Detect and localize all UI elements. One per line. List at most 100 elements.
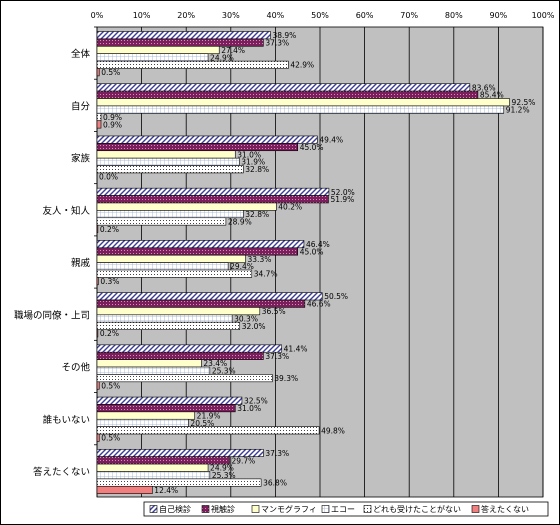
data-label: 92.5% (512, 98, 536, 107)
data-label: 33.3% (248, 255, 272, 264)
category-label: 職場の同僚・上司 (14, 309, 90, 321)
data-label: 41.4% (284, 344, 308, 353)
data-label: 36.8% (263, 478, 287, 487)
data-label: 27.4% (221, 46, 245, 55)
legend-label: 自己検診 (159, 504, 191, 514)
bar (96, 374, 273, 383)
bar (96, 262, 229, 271)
x-tick-label: 70% (400, 11, 418, 20)
data-label: 12.4% (154, 486, 178, 495)
data-label: 31.0% (237, 404, 261, 413)
bar (96, 478, 262, 487)
bar (96, 485, 153, 494)
data-label: 34.7% (254, 270, 278, 279)
legend-label: 視触診 (211, 504, 235, 514)
data-label: 91.2% (506, 106, 530, 115)
legend-swatch (149, 505, 158, 513)
data-label: 0.5% (101, 68, 120, 77)
bar (96, 98, 510, 107)
data-label: 40.2% (278, 203, 302, 212)
bar (96, 254, 246, 263)
data-label: 0.3% (100, 277, 119, 286)
x-tick-label: 100% (532, 11, 555, 20)
legend-swatch (321, 505, 330, 513)
bar (96, 90, 479, 99)
bar (96, 463, 209, 472)
bar (96, 240, 305, 249)
data-label: 49.4% (319, 136, 343, 145)
data-label: 31.9% (241, 158, 265, 167)
data-label: 31.0% (237, 150, 261, 159)
data-label: 0.2% (100, 329, 119, 338)
legend-label: 答えたくない (481, 504, 529, 514)
data-label: 36.5% (262, 307, 286, 316)
category-label: 親戚 (71, 257, 91, 269)
bar (96, 396, 243, 405)
data-label: 29.7% (231, 456, 255, 465)
data-label: 29.4% (230, 262, 254, 271)
bar (96, 277, 99, 286)
data-label: 38.9% (272, 31, 296, 40)
legend-swatch (201, 505, 210, 513)
bar (96, 68, 100, 77)
data-label: 42.9% (290, 61, 314, 70)
data-label: 0.2% (100, 225, 119, 234)
bar (96, 210, 244, 219)
data-label: 0.0% (99, 173, 118, 182)
category-label: 全体 (71, 48, 91, 60)
category-label: 答えたくない (33, 466, 90, 478)
data-label: 83.6% (472, 83, 496, 92)
data-label: 25.3% (212, 471, 236, 480)
data-label: 21.9% (197, 411, 221, 420)
x-tick-label: 0% (91, 11, 104, 20)
data-label: 0.5% (101, 381, 120, 390)
bar (96, 135, 318, 144)
data-label: 20.5% (190, 419, 214, 428)
legend-label: どれも受けたことがない (373, 504, 461, 514)
data-label: 32.0% (242, 322, 266, 331)
data-label: 85.4% (480, 91, 504, 100)
x-tick-label: 50% (311, 11, 329, 20)
x-tick-label: 90% (490, 11, 508, 20)
bar (96, 366, 211, 375)
bar (96, 411, 195, 420)
bar (96, 381, 100, 390)
data-label: 50.5% (324, 292, 348, 301)
x-tick-label: 10% (133, 11, 151, 20)
data-label: 28.9% (228, 217, 252, 226)
data-label: 45.0% (300, 247, 324, 256)
bar (96, 314, 233, 323)
data-label: 24.9% (210, 464, 234, 473)
bar (96, 143, 298, 152)
category-label: 友人・知人 (42, 205, 90, 217)
bar (96, 321, 241, 330)
bar (96, 83, 471, 92)
bar (96, 120, 102, 129)
bar (96, 105, 505, 114)
bar (96, 426, 320, 435)
data-label: 45.0% (300, 143, 324, 152)
bar (96, 351, 264, 360)
legend-swatch (363, 505, 372, 513)
data-label: 0.5% (101, 434, 120, 443)
data-label: 24.9% (210, 53, 234, 62)
bar (96, 165, 244, 174)
bar (96, 31, 271, 40)
data-label: 49.8% (321, 426, 345, 435)
data-label: 32.8% (245, 210, 269, 219)
bar (96, 359, 202, 368)
data-label: 32.8% (245, 165, 269, 174)
bar (96, 224, 99, 233)
x-tick-label: 60% (356, 11, 374, 20)
legend-swatch (251, 505, 260, 513)
category-label: 自分 (71, 100, 91, 112)
data-label: 37.3% (265, 449, 289, 458)
data-label: 39.3% (274, 374, 298, 383)
legend-swatch (471, 505, 480, 513)
data-label: 46.4% (306, 240, 330, 249)
data-label: 37.3% (265, 39, 289, 48)
x-tick-label: 20% (177, 11, 195, 20)
category-label: その他 (61, 362, 90, 374)
bar (96, 433, 100, 442)
bar (96, 157, 240, 166)
